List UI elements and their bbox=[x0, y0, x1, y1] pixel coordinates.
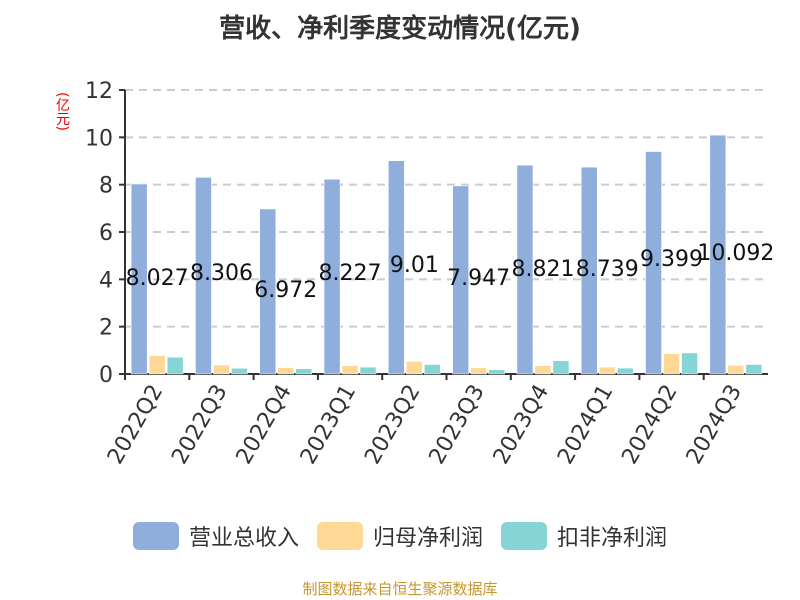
bar[interactable] bbox=[745, 364, 763, 375]
legend-item-revenue[interactable]: 营业总收入 bbox=[132, 520, 299, 552]
bar[interactable] bbox=[488, 369, 505, 375]
x-tick-label: 2023Q1 bbox=[296, 381, 361, 469]
bar-value-label: 10.092 bbox=[697, 241, 774, 266]
y-tick-label: 10 bbox=[85, 126, 113, 151]
bar[interactable] bbox=[195, 177, 212, 375]
bar[interactable] bbox=[213, 364, 230, 375]
bar[interactable] bbox=[581, 166, 598, 375]
bar[interactable] bbox=[599, 366, 616, 375]
data-source-note: 制图数据来自恒生聚源数据库 bbox=[302, 580, 498, 598]
bar[interactable] bbox=[259, 208, 276, 375]
bar[interactable] bbox=[709, 134, 727, 375]
bar[interactable] bbox=[323, 179, 341, 375]
y-tick-label: 6 bbox=[99, 221, 113, 246]
bar-value-label: 9.399 bbox=[640, 247, 703, 272]
x-tick-label: 2022Q3 bbox=[167, 381, 232, 469]
bar-value-label: 9.01 bbox=[390, 253, 439, 278]
x-tick-label: 2023Q4 bbox=[489, 381, 554, 469]
bar[interactable] bbox=[341, 365, 359, 375]
legend-swatch-net-profit bbox=[316, 522, 363, 550]
bar-value-label: 7.947 bbox=[447, 266, 510, 291]
legend-label: 归母净利润 bbox=[372, 526, 483, 551]
legend-item-deducted-net-profit[interactable]: 扣非净利润 bbox=[501, 520, 667, 552]
x-tick-label: 2022Q2 bbox=[103, 381, 168, 469]
bar[interactable] bbox=[424, 364, 441, 375]
bar[interactable] bbox=[277, 367, 294, 375]
bar[interactable] bbox=[388, 160, 405, 375]
y-tick-label: 2 bbox=[99, 316, 113, 341]
bar-value-label: 8.821 bbox=[511, 257, 574, 282]
bar[interactable] bbox=[295, 368, 312, 375]
bar[interactable] bbox=[552, 360, 570, 375]
x-tick-label: 2024Q3 bbox=[682, 381, 747, 469]
y-tick-label: 0 bbox=[99, 363, 113, 388]
bar[interactable] bbox=[663, 353, 680, 375]
chart-title: 营收、净利季度变动情况(亿元) bbox=[219, 14, 581, 44]
y-tick-label: 8 bbox=[99, 174, 113, 199]
bar[interactable] bbox=[148, 355, 166, 375]
bar-value-label: 8.027 bbox=[126, 266, 189, 291]
y-axis-unit: (亿元) bbox=[54, 92, 70, 131]
legend-label: 营业总收入 bbox=[188, 526, 299, 551]
bar-value-label: 8.227 bbox=[319, 261, 382, 286]
bar[interactable] bbox=[452, 185, 469, 375]
legend-swatch-revenue bbox=[132, 522, 179, 550]
legend-label: 扣非净利润 bbox=[557, 526, 668, 551]
bar[interactable] bbox=[406, 361, 423, 375]
bar[interactable] bbox=[534, 365, 552, 375]
bar[interactable] bbox=[645, 151, 662, 375]
bar[interactable] bbox=[470, 367, 487, 375]
y-tick-label: 12 bbox=[85, 79, 113, 104]
bar[interactable] bbox=[727, 365, 745, 375]
bar-value-label: 8.739 bbox=[576, 257, 639, 282]
legend: 营业总收入 归母净利润 扣非净利润 bbox=[0, 520, 800, 552]
y-tick-label: 4 bbox=[99, 268, 113, 293]
bar[interactable] bbox=[130, 183, 148, 375]
bar[interactable] bbox=[681, 352, 698, 375]
bar-value-label: 6.972 bbox=[254, 278, 317, 303]
x-tick-label: 2023Q2 bbox=[360, 381, 425, 469]
bar[interactable] bbox=[516, 164, 534, 375]
bar-value-label: 8.306 bbox=[190, 261, 253, 286]
bar[interactable] bbox=[617, 367, 634, 375]
x-tick-label: 2024Q2 bbox=[617, 381, 682, 469]
legend-item-net-profit[interactable]: 归母净利润 bbox=[316, 520, 483, 552]
bar[interactable] bbox=[359, 366, 377, 375]
x-tick-label: 2022Q4 bbox=[232, 381, 297, 469]
bar[interactable] bbox=[231, 368, 248, 375]
legend-swatch-deducted-net-profit bbox=[501, 522, 547, 550]
bar[interactable] bbox=[166, 356, 184, 375]
x-tick-label: 2023Q3 bbox=[425, 381, 490, 469]
x-tick-label: 2024Q1 bbox=[553, 381, 618, 469]
